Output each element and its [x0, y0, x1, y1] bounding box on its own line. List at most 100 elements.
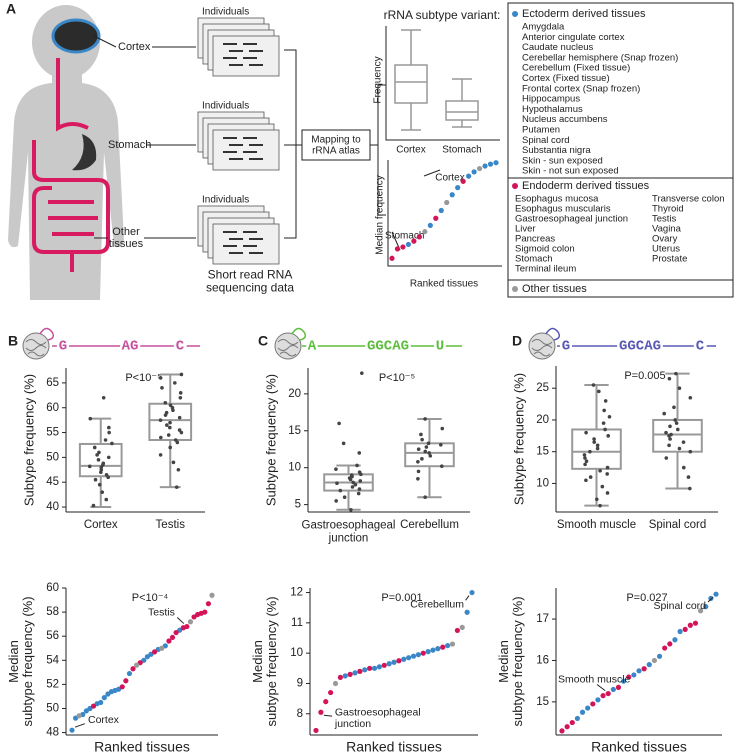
legend-entry: Hypothalamus [522, 104, 583, 115]
data-point [355, 463, 359, 468]
sequence-base: U [436, 339, 444, 355]
data-point [669, 432, 673, 437]
box [571, 428, 622, 470]
mini-dot [405, 241, 412, 248]
legend-marker [512, 183, 518, 189]
data-point [98, 699, 104, 706]
y-tick-label: 50 [46, 451, 59, 463]
sequence-base: AG [122, 339, 139, 355]
data-point [107, 425, 111, 430]
data-point [93, 477, 98, 482]
legend-entry: Spinal cord [522, 135, 570, 146]
document-stacks: Individuals Individuals Individuals [197, 7, 280, 265]
data-point [713, 591, 719, 597]
data-point [110, 441, 114, 446]
y-axis-label: Subtype frequency (%) [263, 374, 278, 506]
legend-entry: Cerebellar hemisphere (Snap frozen) [522, 52, 678, 63]
data-point [416, 459, 420, 464]
data-point [97, 450, 101, 455]
y-tick-label: 54 [46, 654, 59, 666]
data-point [170, 405, 175, 410]
point-annotation: Cortex [88, 714, 120, 726]
data-point [179, 430, 184, 435]
x-tick-label: Cerebellum [400, 519, 459, 531]
legend-entry: Frontal cortex (Snap frozen) [522, 83, 640, 94]
data-point [677, 386, 682, 391]
rrna-tail [291, 327, 307, 341]
panel-label: D [512, 333, 522, 349]
y-tick-label: 15 [288, 425, 301, 437]
data-point [688, 486, 692, 491]
sequencing-caption: Short read RNA sequencing data [206, 268, 294, 295]
data-point [179, 372, 184, 377]
data-point [438, 443, 443, 447]
data-point [358, 479, 363, 483]
data-point [173, 629, 179, 636]
data-point [621, 678, 627, 684]
data-point [677, 628, 683, 635]
data-point [349, 507, 353, 512]
data-point [342, 495, 347, 500]
legend-entry: Caudate nucleus [522, 42, 594, 53]
data-point [87, 464, 92, 469]
data-point [91, 503, 96, 508]
data-point [187, 619, 194, 625]
data-point [423, 449, 428, 454]
data-point [677, 446, 682, 451]
mini-dot [422, 229, 428, 235]
legend-entry: Esophagus mucosa [515, 194, 599, 205]
data-point [692, 620, 699, 626]
tissue-label: Stomach [108, 139, 151, 151]
data-point [656, 653, 663, 659]
data-point [160, 386, 164, 390]
data-point [164, 410, 169, 415]
legend-entry: Vagina [652, 224, 682, 235]
data-point [672, 637, 678, 643]
legend-title: Endoderm derived tissues [522, 180, 650, 192]
annotation-leader [596, 684, 606, 691]
data-point [184, 623, 190, 630]
legend-entry: Terminal ileum [515, 264, 576, 275]
mini-dot [487, 161, 494, 167]
x-tick-label: Spinal cord [649, 519, 707, 531]
data-point [631, 672, 637, 678]
x-tick-label: Cortex [84, 519, 118, 531]
y-tick-label: 52 [46, 678, 59, 690]
data-point [130, 666, 136, 672]
mini-dot [389, 255, 395, 261]
data-point [99, 467, 104, 472]
data-point [169, 634, 176, 641]
data-point [318, 709, 324, 715]
variant-title: rRNA subtype variant: [384, 8, 501, 22]
mini-ylabel: Frequency [373, 56, 384, 103]
data-point [440, 426, 445, 431]
rrna-tail [545, 327, 561, 341]
data-point [178, 395, 183, 400]
data-point [151, 649, 158, 655]
data-point [126, 670, 133, 677]
data-point [606, 434, 611, 438]
y-tick-label: 10 [536, 477, 549, 489]
data-point [662, 645, 668, 651]
y-tick-label: 10 [288, 462, 301, 474]
annotation-leader [707, 596, 714, 603]
data-point [416, 476, 420, 481]
data-point [100, 490, 105, 494]
legend-entry: Pancreas [515, 234, 555, 245]
data-point [584, 430, 588, 435]
sequence-base: G [59, 339, 67, 355]
data-point [165, 423, 169, 427]
data-point [334, 467, 338, 471]
data-point [636, 668, 642, 674]
data-point [410, 653, 417, 659]
data-point [342, 673, 348, 679]
data-point [605, 690, 611, 697]
y-axis-label: Subtype frequency (%) [21, 374, 36, 506]
mini-xlabel: Ranked tissues [410, 279, 478, 290]
data-point [166, 433, 171, 437]
data-point [595, 446, 600, 451]
legend-entry: Nucleus accumbens [522, 114, 608, 125]
data-point [106, 455, 111, 460]
data-point [646, 662, 652, 668]
data-point [158, 376, 163, 380]
